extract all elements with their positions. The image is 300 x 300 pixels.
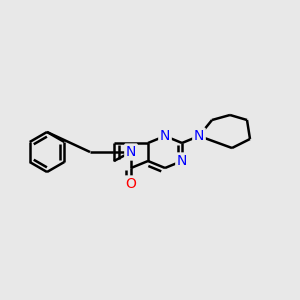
Text: N: N	[126, 145, 136, 159]
Text: N: N	[177, 154, 187, 168]
Text: N: N	[160, 129, 170, 143]
Text: O: O	[126, 177, 136, 191]
Text: N: N	[194, 129, 204, 143]
